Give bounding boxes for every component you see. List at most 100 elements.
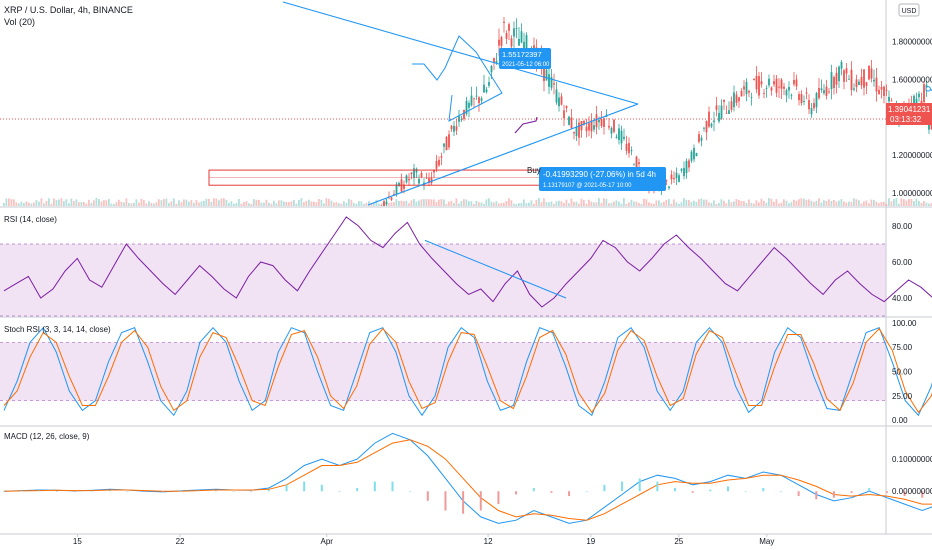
volume-bar bbox=[295, 203, 298, 206]
candle-body bbox=[603, 118, 605, 127]
projection-annotation[interactable]: -0.41993290 (-27.06%) in 5d 4h 1.1317910… bbox=[539, 167, 666, 191]
volume-bar bbox=[335, 202, 338, 206]
rsi-trendline[interactable] bbox=[424, 239, 567, 299]
volume-bar bbox=[873, 199, 875, 206]
triangle-lower-line[interactable] bbox=[367, 103, 639, 206]
volume-bar bbox=[758, 202, 760, 206]
triangle-upper-line[interactable] bbox=[282, 1, 639, 105]
volume-bar bbox=[185, 199, 188, 206]
volume-bar bbox=[323, 203, 325, 206]
macd-histogram-bar bbox=[921, 491, 924, 498]
candle-body bbox=[473, 98, 475, 100]
volume-bar bbox=[140, 198, 143, 206]
volume-bar bbox=[370, 202, 373, 206]
candle-body bbox=[920, 100, 923, 104]
volume-bar bbox=[398, 201, 400, 206]
volume-bar bbox=[435, 202, 438, 206]
volume-bar bbox=[865, 200, 868, 206]
volume-bar bbox=[253, 199, 255, 206]
rsi-label: RSI (14, close) bbox=[4, 215, 57, 224]
volume-bar bbox=[563, 202, 565, 206]
pattern-drawing[interactable] bbox=[412, 35, 503, 122]
volume-bar bbox=[890, 201, 893, 206]
volume-bar bbox=[805, 200, 808, 206]
volume-bar bbox=[863, 201, 865, 206]
candle-body bbox=[410, 172, 413, 175]
currency-button[interactable]: USD bbox=[898, 3, 920, 17]
macd-histogram-bar bbox=[179, 490, 182, 492]
volume-bar bbox=[650, 203, 653, 206]
volume-bar bbox=[320, 199, 323, 206]
volume-bar bbox=[845, 202, 848, 206]
candle-body bbox=[550, 76, 553, 88]
volume-bar bbox=[530, 200, 533, 206]
volume-bar bbox=[208, 198, 210, 206]
volume-bar bbox=[28, 202, 30, 206]
volume-bar bbox=[743, 200, 745, 206]
volume-bar bbox=[55, 200, 58, 206]
macd-histogram-bar bbox=[585, 491, 588, 492]
candle-body bbox=[720, 105, 723, 119]
volume-bar bbox=[875, 201, 878, 206]
candle-body bbox=[420, 173, 423, 178]
candle-body bbox=[598, 119, 600, 123]
volume-bar bbox=[53, 198, 55, 206]
volume-bar bbox=[795, 200, 798, 206]
volume-bar bbox=[885, 203, 888, 206]
volume-bar bbox=[808, 199, 810, 206]
high-annotation-time: 2021-05-12 06:00 bbox=[502, 62, 550, 68]
macd-histogram-bar bbox=[515, 491, 518, 495]
stoch-line-1 bbox=[3, 327, 932, 414]
volume-bar bbox=[528, 202, 530, 206]
candle-body bbox=[843, 70, 845, 82]
volume-bar bbox=[525, 203, 528, 206]
candle-body bbox=[735, 94, 738, 103]
volume-bar bbox=[585, 203, 588, 206]
candle-body bbox=[495, 60, 498, 64]
high-annotation[interactable]: 1.55172397 2021-05-12 06:00 bbox=[499, 48, 551, 69]
countdown: 03:13:32 bbox=[890, 115, 922, 124]
volume-bar bbox=[178, 200, 180, 206]
macd-histogram-bar bbox=[568, 491, 571, 497]
volume-bar bbox=[158, 199, 160, 206]
volume-bar bbox=[248, 203, 250, 206]
candle-body bbox=[803, 101, 805, 102]
volume-bar bbox=[173, 198, 175, 206]
volume-bar bbox=[115, 202, 118, 206]
volume-bar bbox=[620, 203, 623, 206]
candle-body bbox=[425, 177, 428, 179]
candle-body bbox=[890, 100, 893, 102]
volume-bar bbox=[910, 198, 913, 206]
candle-body bbox=[930, 122, 932, 130]
macd-histogram-bar bbox=[356, 488, 359, 492]
candle-body bbox=[625, 143, 628, 151]
volume-bar bbox=[815, 200, 818, 206]
candle-body bbox=[408, 178, 410, 181]
candle-body bbox=[673, 177, 675, 180]
volume-bar bbox=[235, 202, 238, 206]
macd-histogram-bar bbox=[267, 489, 270, 492]
volume-bar bbox=[668, 198, 670, 206]
volume-bar bbox=[228, 202, 230, 206]
volume-bar bbox=[148, 201, 150, 206]
volume-bar bbox=[43, 203, 45, 206]
volume-bar bbox=[230, 201, 233, 206]
volume-bar bbox=[455, 198, 458, 206]
volume-bar bbox=[13, 199, 15, 206]
volume-bar bbox=[633, 201, 635, 206]
candle-body bbox=[680, 168, 683, 171]
volume-bar bbox=[385, 198, 388, 206]
volume-bar bbox=[443, 199, 445, 206]
volume-bar bbox=[560, 201, 563, 206]
volume-bar bbox=[350, 199, 353, 206]
volume-bar bbox=[640, 203, 643, 206]
volume-bar bbox=[305, 200, 308, 206]
candle-body bbox=[688, 160, 690, 168]
volume-bar bbox=[315, 202, 318, 206]
candle-body bbox=[485, 89, 488, 93]
volume-bar bbox=[60, 198, 63, 206]
candle-body bbox=[823, 90, 825, 94]
volume-bar bbox=[843, 201, 845, 206]
